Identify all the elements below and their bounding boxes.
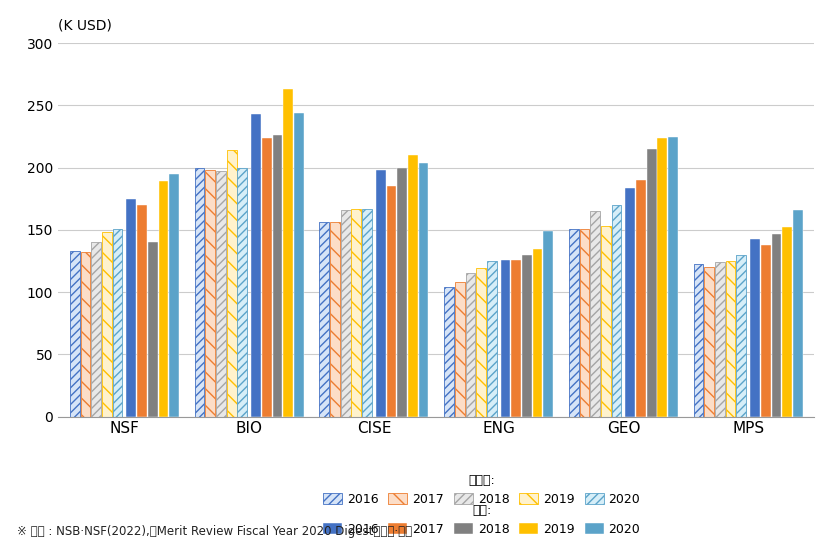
Bar xyxy=(579,229,589,417)
Bar xyxy=(352,209,361,417)
Bar xyxy=(273,135,283,417)
Bar xyxy=(386,186,396,417)
Bar xyxy=(251,114,261,417)
Bar xyxy=(657,138,667,417)
Bar xyxy=(319,222,329,417)
Bar xyxy=(771,234,781,417)
Bar xyxy=(715,262,725,417)
Bar xyxy=(444,287,454,417)
Bar xyxy=(238,168,248,417)
Bar xyxy=(543,231,553,417)
Bar xyxy=(216,171,226,417)
Bar xyxy=(626,188,635,417)
Bar xyxy=(70,251,80,417)
Bar xyxy=(91,242,101,417)
Bar xyxy=(113,229,122,417)
Bar xyxy=(725,261,735,417)
Bar xyxy=(736,255,746,417)
Bar xyxy=(465,274,475,417)
Bar xyxy=(568,229,578,417)
Bar xyxy=(262,138,272,417)
Bar xyxy=(782,227,792,417)
Bar xyxy=(500,260,510,417)
Bar xyxy=(487,261,497,417)
Bar xyxy=(102,233,111,417)
Bar xyxy=(408,155,418,417)
Bar xyxy=(533,249,543,417)
Bar xyxy=(126,199,136,417)
Bar xyxy=(194,168,204,417)
Bar xyxy=(612,205,622,417)
Bar xyxy=(148,242,158,417)
Bar xyxy=(294,113,304,417)
Bar xyxy=(170,174,179,417)
Bar xyxy=(750,239,760,417)
Bar xyxy=(205,170,215,417)
Bar xyxy=(694,263,703,417)
Bar xyxy=(476,268,486,417)
Bar xyxy=(419,163,429,417)
Bar xyxy=(668,136,678,417)
Bar xyxy=(455,282,465,417)
Bar xyxy=(590,211,600,417)
Bar xyxy=(283,89,293,417)
Legend: 2016, 2017, 2018, 2019, 2020: 2016, 2017, 2018, 2019, 2020 xyxy=(318,499,646,541)
Bar xyxy=(793,210,803,417)
Bar xyxy=(137,205,147,417)
Bar xyxy=(159,181,169,417)
Bar xyxy=(522,255,532,417)
Bar xyxy=(636,180,646,417)
Bar xyxy=(227,150,237,417)
Text: (K USD): (K USD) xyxy=(58,18,112,32)
Bar xyxy=(511,260,521,417)
Bar xyxy=(341,210,351,417)
Bar xyxy=(81,252,91,417)
Bar xyxy=(647,149,656,417)
Bar xyxy=(397,168,407,417)
Bar xyxy=(376,170,386,417)
Bar xyxy=(330,222,340,417)
Bar xyxy=(704,267,714,417)
Bar xyxy=(601,226,611,417)
Bar xyxy=(761,245,770,417)
Text: ※ 출처 : NSB·NSF(2022),「Merit Review Fiscal Year 2020 Digest」수정·보완: ※ 출처 : NSB·NSF(2022),「Merit Review Fisca… xyxy=(17,525,411,538)
Bar xyxy=(362,209,372,417)
